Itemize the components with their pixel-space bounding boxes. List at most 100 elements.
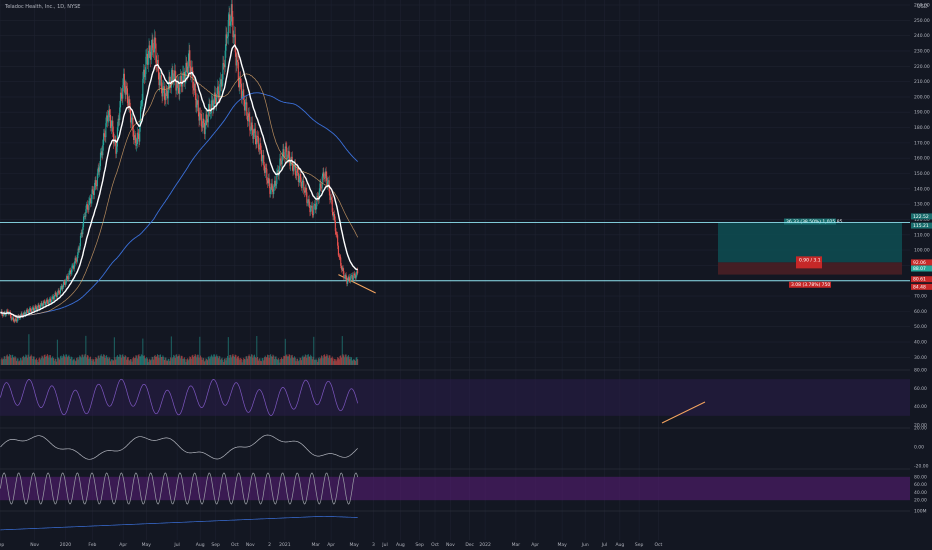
- price-tick-label: 30.00: [914, 355, 927, 361]
- candle-body: [333, 214, 335, 217]
- candle-body: [321, 176, 323, 188]
- volume-bar: [22, 355, 24, 365]
- volume-bar: [247, 355, 249, 365]
- candle-body: [179, 82, 181, 95]
- volume-bar: [207, 356, 209, 365]
- candle-body: [228, 14, 230, 21]
- volume-bar: [237, 356, 239, 365]
- volume-bar: [235, 355, 237, 365]
- volume-bar: [174, 357, 176, 365]
- volume-bar: [179, 355, 181, 365]
- candle-body: [39, 307, 41, 309]
- volume-bar: [121, 355, 123, 365]
- candle-body: [24, 312, 26, 316]
- volume-bar: [331, 356, 333, 365]
- price-tick-label: 110.00: [914, 232, 930, 238]
- candle-body: [43, 301, 45, 303]
- candle-body: [95, 180, 97, 186]
- volume-bar: [63, 354, 65, 365]
- volume-bar: [289, 354, 291, 365]
- candle-body: [120, 92, 122, 95]
- candle-body: [231, 4, 233, 17]
- candle-body: [249, 117, 251, 131]
- rsi-tick-label: 80.00: [914, 368, 927, 374]
- volume-bar: [95, 357, 97, 365]
- volume-bar: [274, 359, 276, 365]
- candle-body: [76, 260, 78, 262]
- volume-bar: [156, 354, 158, 365]
- candle-body: [26, 309, 28, 314]
- volume-bar: [219, 356, 221, 365]
- candle-body: [90, 199, 92, 204]
- volume-bar: [316, 359, 318, 365]
- volume-bar: [153, 355, 155, 365]
- volume-bar: [67, 356, 69, 365]
- volume-bar: [350, 356, 352, 365]
- volume-bar: [128, 359, 130, 365]
- volume-bar: [200, 357, 202, 365]
- x-tick-label: Jul: [173, 542, 179, 548]
- candle-body: [277, 170, 279, 176]
- candle-body: [276, 172, 278, 184]
- price-tick-label: 210.00: [914, 79, 930, 85]
- candle-body: [273, 180, 276, 188]
- volume-bar: [181, 355, 183, 365]
- volume-bar: [319, 359, 321, 365]
- candle-body: [101, 151, 103, 156]
- candle-body: [336, 234, 338, 236]
- volume-bar: [41, 355, 43, 365]
- candle-body: [39, 304, 41, 309]
- stop-label-box: [789, 281, 831, 288]
- volume-bar: [46, 354, 48, 365]
- price-tick-label: 190.00: [914, 110, 930, 116]
- candle-body: [236, 59, 238, 66]
- volume-bar: [104, 357, 106, 365]
- candle-body: [248, 113, 250, 118]
- volume-bar: [263, 357, 265, 365]
- candle-body: [311, 205, 313, 215]
- candle-body: [319, 183, 321, 192]
- volume-bar: [190, 357, 192, 365]
- candle-body: [332, 211, 334, 217]
- candle-body: [29, 308, 31, 311]
- volume-bar: [263, 360, 265, 365]
- volume-bar: [146, 358, 148, 365]
- candle-body: [20, 313, 22, 316]
- candle-body: [348, 276, 350, 281]
- volume-bar: [180, 358, 182, 365]
- candle-body: [167, 88, 169, 99]
- candle-body: [104, 136, 106, 138]
- volume-bar: [55, 358, 57, 365]
- volume-bar: [30, 354, 32, 365]
- candle-body: [283, 149, 285, 157]
- currency-label: USD: [917, 4, 928, 10]
- candle-body: [280, 160, 282, 165]
- price-tick-label: 140.00: [914, 186, 930, 192]
- candle-body: [27, 310, 29, 314]
- candle-body: [42, 301, 45, 306]
- x-tick-label: Oct: [231, 542, 239, 548]
- volume-bar: [105, 355, 107, 365]
- volume-bar: [53, 360, 55, 365]
- volume-bar: [217, 356, 219, 365]
- volume-bar: [27, 354, 29, 365]
- volume-bar: [39, 359, 41, 365]
- candle-body: [275, 183, 277, 186]
- x-tick-label: 3: [372, 542, 375, 548]
- volume-bar: [243, 357, 245, 365]
- candle-body: [127, 102, 129, 106]
- volume-bar: [98, 355, 100, 365]
- candle-body: [325, 171, 327, 177]
- target-label-box: [784, 218, 836, 225]
- volume-bar: [59, 359, 61, 365]
- volume-bar: [299, 357, 301, 365]
- candle-body: [55, 292, 57, 295]
- candle-body: [52, 296, 54, 298]
- candle-body: [299, 174, 301, 179]
- volume-bar: [327, 357, 329, 365]
- volume-bar: [236, 358, 238, 365]
- candle-body: [277, 170, 279, 173]
- candle-body: [268, 178, 270, 184]
- volume-bar: [101, 355, 103, 365]
